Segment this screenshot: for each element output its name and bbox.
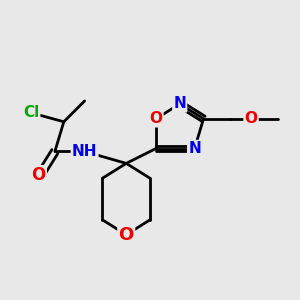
Text: O: O: [244, 111, 258, 126]
Text: O: O: [149, 111, 162, 126]
Text: N: N: [173, 96, 186, 111]
Text: O: O: [118, 226, 134, 244]
Text: N: N: [188, 141, 201, 156]
Text: Cl: Cl: [23, 105, 39, 120]
Text: O: O: [32, 166, 46, 184]
Text: NH: NH: [72, 144, 98, 159]
